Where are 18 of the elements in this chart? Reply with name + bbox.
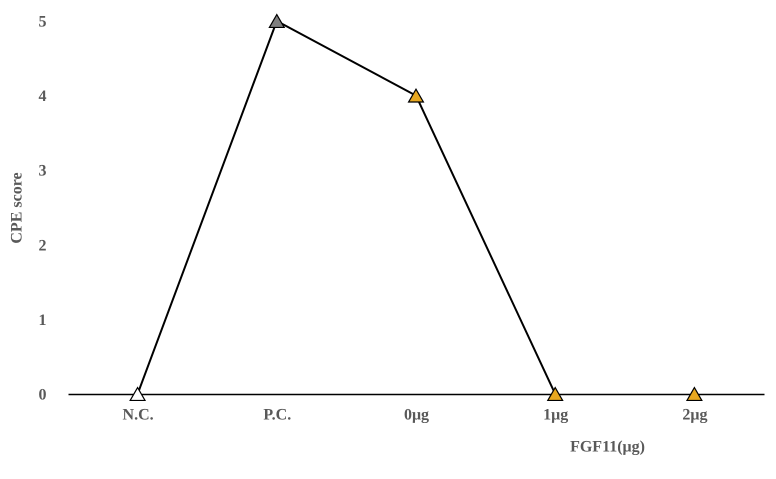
x-axis-title: FGF11(μg) — [570, 438, 645, 456]
x-tick-label: 0μg — [404, 406, 430, 424]
point — [686, 386, 702, 402]
y-tick-label: 5 — [38, 14, 46, 30]
y-tick-label: 3 — [38, 162, 46, 180]
point — [268, 14, 285, 28]
y-tick-label: 4 — [38, 88, 46, 106]
point — [408, 88, 424, 103]
point — [547, 386, 564, 402]
y-axis-title: CPE score — [8, 172, 26, 244]
point — [130, 386, 146, 402]
x-tick-label: 2μg — [682, 406, 708, 424]
y-tick-label: 0 — [38, 386, 46, 404]
x-tick-label: P.C. — [263, 406, 292, 424]
x-tick-label: 1μg — [543, 406, 568, 424]
y-tick-label: 2 — [38, 237, 46, 254]
y-tick-label: 1 — [38, 312, 46, 329]
x-tick-label: N.C. — [122, 406, 154, 424]
